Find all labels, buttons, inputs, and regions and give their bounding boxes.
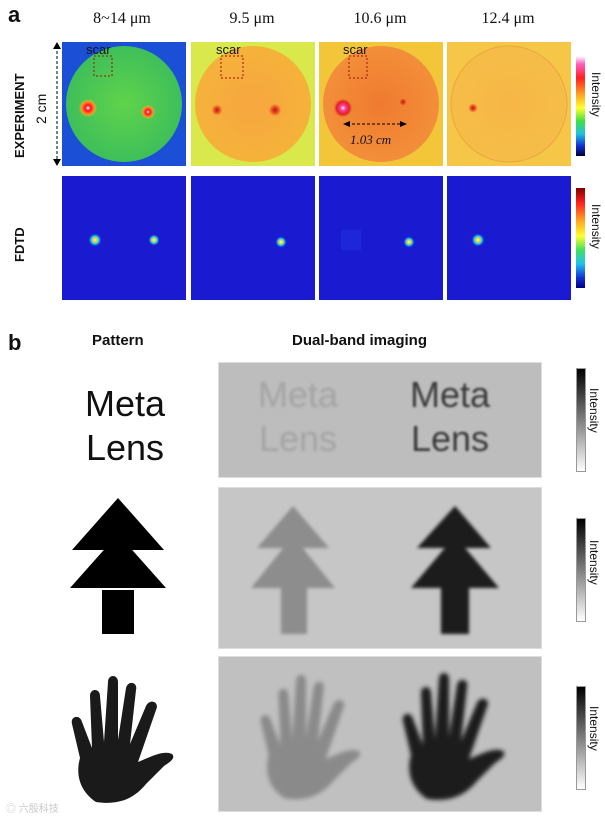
panel-b-label: b — [8, 330, 22, 355]
scar-label-3: scar — [343, 42, 368, 57]
pattern-meta-lens: Meta Lens — [60, 382, 190, 470]
pattern-hand — [66, 672, 178, 808]
scale-label: 2 cm — [33, 93, 49, 124]
pattern-text-line-2: Lens — [85, 427, 165, 468]
wavelength-label-4: 12.4 μm — [481, 10, 535, 27]
pattern-text-line-1: Meta — [84, 383, 166, 424]
imaging-dark-line-2: Lens — [410, 418, 490, 459]
colorbar-b-2-label: Intensity — [587, 540, 601, 585]
imaging-meta-lens: Meta Lens Meta Lens — [218, 362, 542, 478]
fdtd-tile-1 — [62, 176, 186, 300]
experiment-tile-2 — [191, 42, 315, 166]
colorbar-fdtd-label: Intensity — [589, 204, 603, 249]
wavelength-label-2: 9.5 μm — [229, 10, 275, 27]
column-header-pattern: Pattern — [92, 332, 144, 349]
wavelength-label-3: 10.6 μm — [353, 10, 407, 27]
colorbar-experiment — [576, 56, 585, 156]
colorbar-b-3-label: Intensity — [587, 706, 601, 751]
watermark-text: 六殷科技 — [18, 804, 59, 815]
row-label-fdtd: FDTD — [12, 227, 27, 262]
watermark-icon: ◎ — [6, 804, 19, 815]
fdtd-tile-2 — [191, 176, 315, 300]
imaging-faint-line-1: Meta — [257, 374, 339, 415]
imaging-hand — [218, 656, 542, 812]
scar-label-1: scar — [86, 42, 111, 57]
watermark: ◎ 六殷科技 — [6, 800, 59, 815]
pattern-tree — [70, 498, 166, 636]
colorbar-b-3 — [576, 686, 586, 790]
colorbar-b-2 — [576, 518, 586, 622]
imaging-text-dark: Meta Lens — [395, 373, 505, 461]
distance-label: 1.03 cm — [350, 132, 392, 147]
fdtd-tile-4 — [447, 176, 571, 300]
experiment-tile-4 — [447, 42, 571, 166]
imaging-faint-line-2: Lens — [258, 418, 338, 459]
column-header-imaging: Dual-band imaging — [292, 332, 427, 349]
colorbar-b-1 — [576, 368, 586, 472]
fdtd-tile-3 — [319, 176, 443, 300]
colorbar-experiment-label: Intensity — [589, 72, 603, 117]
scar-label-2: scar — [216, 42, 241, 57]
experiment-tile-3 — [319, 42, 443, 166]
scale-arrow — [50, 42, 64, 166]
wavelength-label-1: 8~14 μm — [93, 10, 151, 27]
colorbar-b-1-label: Intensity — [587, 388, 601, 433]
imaging-tree — [218, 487, 542, 649]
experiment-tile-1 — [62, 42, 186, 166]
row-label-experiment: EXPERIMENT — [12, 73, 27, 158]
imaging-dark-line-1: Meta — [409, 374, 491, 415]
panel-a-label: a — [8, 2, 21, 27]
colorbar-fdtd — [576, 188, 585, 288]
imaging-text-faint: Meta Lens — [243, 373, 353, 461]
